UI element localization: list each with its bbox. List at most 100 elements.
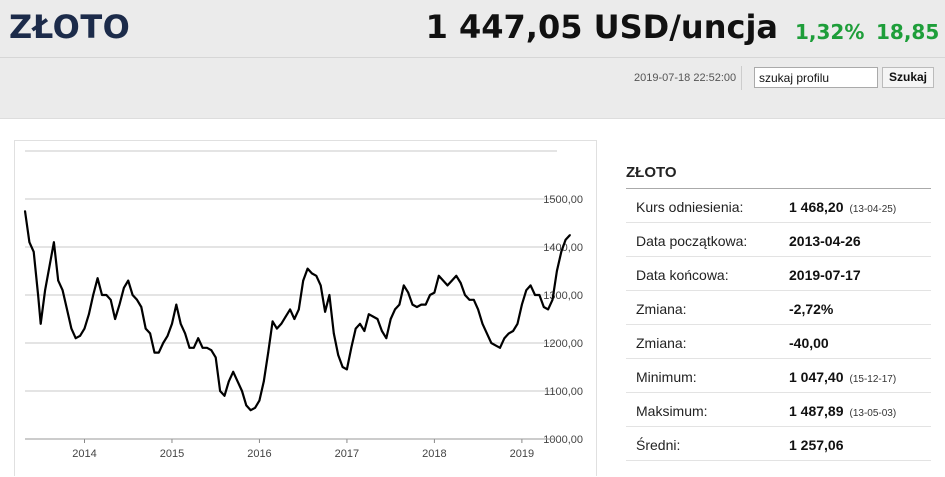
data-point	[227, 380, 230, 383]
data-point	[306, 267, 309, 270]
change-percent: 1,32%	[795, 20, 865, 44]
stats-row: Data końcowa: 2019-07-17	[626, 257, 931, 291]
data-point	[337, 354, 340, 356]
data-point	[39, 322, 42, 325]
data-point	[529, 284, 532, 287]
data-point	[446, 284, 449, 287]
data-point	[175, 303, 178, 306]
data-point	[332, 332, 335, 335]
search-button[interactable]: Szukaj	[882, 67, 934, 88]
data-point	[551, 298, 554, 301]
data-point	[232, 370, 235, 373]
data-point	[184, 332, 187, 335]
data-point	[433, 291, 436, 294]
x-tick-label: 2014	[72, 448, 96, 460]
stats-row-number: 2013-04-26	[789, 233, 861, 249]
search-input[interactable]	[754, 67, 878, 88]
data-point	[398, 303, 401, 306]
price-series-line	[23, 210, 571, 412]
data-point	[376, 318, 379, 320]
data-point	[468, 298, 471, 301]
data-point	[123, 286, 125, 289]
data-point	[149, 332, 152, 335]
data-point	[302, 279, 305, 282]
data-point	[455, 274, 458, 277]
stats-title: ZŁOTO	[626, 164, 677, 181]
data-point	[79, 334, 81, 337]
data-point	[363, 330, 366, 332]
data-point	[66, 308, 68, 311]
data-point	[350, 346, 353, 349]
data-point	[140, 306, 143, 308]
header: ZŁOTO 1 447,05 USD/uncja 1,32% 18,85 201…	[0, 0, 945, 100]
data-point	[188, 346, 191, 349]
stats-row-number: 1 047,40	[789, 369, 844, 385]
stats-row-number: -40,00	[789, 335, 829, 351]
stats-row-value: 2013-04-26	[789, 233, 861, 249]
data-point	[53, 241, 55, 244]
data-point	[472, 298, 475, 301]
stats-row-value: 2019-07-17	[789, 267, 861, 283]
data-point	[166, 334, 169, 337]
data-point	[560, 250, 563, 253]
stats-row-number: 2019-07-17	[789, 267, 861, 283]
data-point	[206, 346, 208, 349]
data-point	[481, 322, 484, 325]
data-point	[136, 298, 138, 301]
data-point	[57, 279, 60, 282]
data-point	[254, 406, 256, 409]
data-point	[214, 356, 217, 359]
data-point	[157, 351, 160, 354]
stats-row-number: -2,72%	[789, 301, 834, 317]
toolbar-separator	[741, 66, 742, 90]
stats-row-label: Zmiana:	[636, 301, 687, 317]
data-point	[249, 409, 252, 412]
y-tick-label: 1200,00	[543, 338, 583, 350]
data-point	[324, 310, 326, 313]
data-point	[96, 277, 99, 280]
data-point	[389, 318, 392, 320]
x-tick-label: 2018	[422, 448, 446, 460]
stats-divider	[626, 188, 931, 189]
data-point	[219, 390, 222, 392]
data-point	[37, 294, 39, 296]
data-point	[236, 380, 239, 383]
data-point	[127, 279, 130, 282]
data-point	[197, 337, 200, 340]
data-point	[490, 342, 493, 344]
stats-row-number: 1 487,89	[789, 403, 844, 419]
data-point	[424, 303, 427, 306]
data-point	[241, 390, 243, 392]
data-point	[402, 284, 405, 287]
data-point	[271, 320, 274, 323]
data-point	[542, 306, 545, 308]
stats-row-date: (15-12-17)	[849, 374, 897, 385]
price-value: 1 447,05 USD/uncja	[425, 8, 778, 46]
stats-row: Zmiana: -40,00	[626, 325, 931, 359]
data-point	[109, 298, 112, 301]
data-point	[464, 294, 466, 296]
data-point	[319, 284, 322, 287]
data-point	[459, 282, 462, 284]
data-point	[179, 322, 182, 325]
data-point	[394, 308, 396, 311]
data-point	[44, 289, 46, 292]
stats-row-value: -40,00	[789, 335, 829, 351]
content-panel	[0, 118, 945, 477]
data-point	[131, 294, 134, 296]
data-point	[276, 327, 278, 330]
data-point	[547, 308, 549, 311]
y-tick-label: 1000,00	[543, 434, 583, 446]
data-point	[83, 327, 86, 330]
data-point	[407, 291, 410, 294]
data-point	[267, 351, 270, 354]
stats-row-label: Data końcowa:	[636, 267, 729, 283]
data-point	[32, 250, 35, 253]
data-point	[101, 294, 103, 296]
data-point	[92, 294, 95, 296]
data-point	[525, 289, 528, 292]
data-point	[61, 289, 64, 292]
data-point	[477, 308, 479, 311]
stats-row-date: (13-04-25)	[849, 204, 897, 215]
data-point	[245, 404, 248, 407]
